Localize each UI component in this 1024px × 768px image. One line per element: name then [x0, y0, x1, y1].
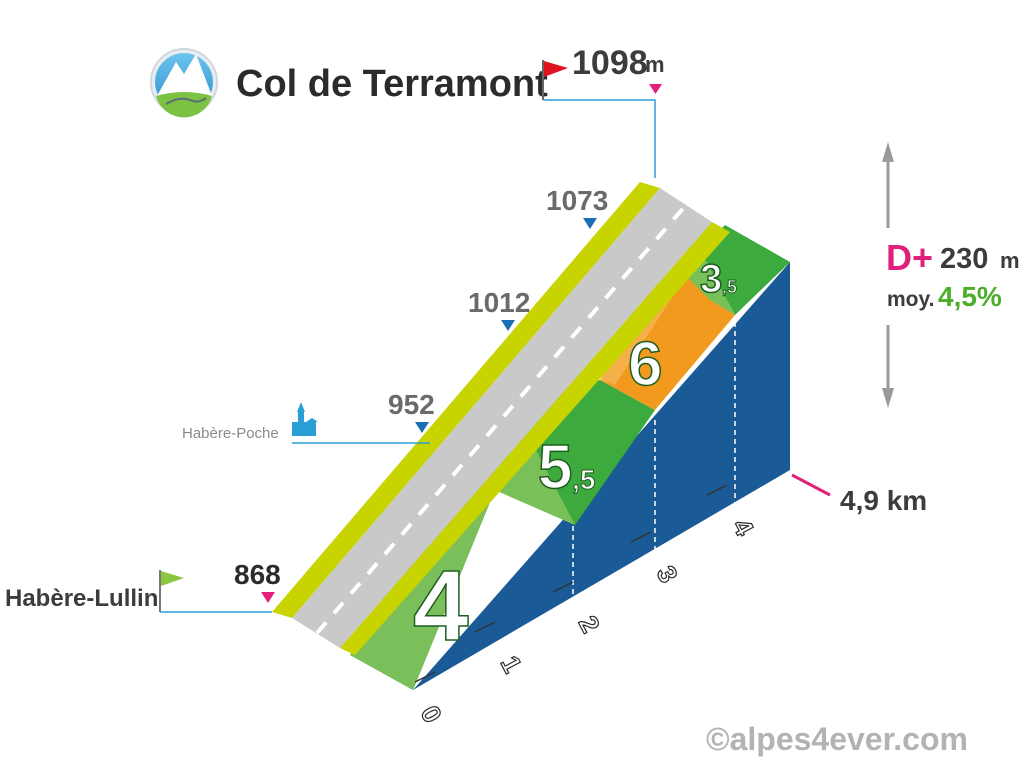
mountain-logo-icon: [150, 48, 218, 118]
km-tick-mark: [630, 531, 652, 543]
gain-unit: m: [1000, 248, 1020, 273]
grade-label: 3: [700, 257, 722, 301]
km-tick-mark: [552, 581, 574, 593]
grade-label-decimal: ,5: [722, 277, 737, 297]
grade-label: 4: [413, 550, 469, 662]
km-tick-mark: [474, 621, 496, 633]
summit-elevation-unit: m: [645, 52, 665, 77]
km-tick-label: 3: [651, 561, 684, 588]
road-centre-line: [315, 203, 688, 635]
road-edge-left: [272, 182, 660, 618]
km-tick-label: 4: [727, 514, 761, 541]
profile-body: [272, 182, 831, 690]
end-tick: [791, 473, 831, 497]
km-tick-mark: [706, 484, 728, 496]
start-place-label: Habère-Lullin: [5, 585, 158, 612]
elevation-marker-icon: [501, 320, 515, 331]
avg-value: 4,5%: [938, 281, 1002, 312]
elevation-marker-icon: [415, 422, 429, 433]
grade-label: 5: [538, 433, 572, 502]
elevation-label: 1012: [468, 287, 530, 318]
grade-face-3-5: [700, 225, 790, 315]
church-icon: [292, 402, 318, 436]
elevation-label: 952: [388, 389, 435, 420]
gain-value: 230: [940, 243, 988, 275]
climb-title: Col de Terramont: [236, 63, 548, 105]
summit-marker-icon: [649, 84, 662, 94]
km-tick-mark: [414, 671, 436, 683]
elevation-label: 1073: [546, 185, 608, 216]
km-tick-label: 1: [495, 651, 528, 678]
summit-elevation: 1098: [572, 44, 648, 82]
km-tick-label: 2: [573, 611, 606, 638]
elevation-gain-arrow-icon: [882, 142, 894, 408]
road-edge-right: [340, 222, 730, 655]
start-flag-icon: [159, 570, 184, 612]
summit-flag-icon: [542, 60, 568, 100]
elevation-label: 868: [234, 559, 281, 590]
road-surface: [292, 188, 712, 648]
grade-label-decimal: ,5: [572, 464, 595, 495]
summit-leader-line: [543, 99, 656, 178]
km-tick-label: 0: [415, 701, 448, 728]
village-place-label: Habère-Poche: [182, 425, 279, 442]
gain-label: D+: [886, 237, 933, 278]
elevation-marker-icon: [583, 218, 597, 229]
grade-label: 6: [628, 330, 662, 399]
elevation-marker-icon: [261, 592, 275, 603]
avg-label: moy.: [887, 288, 934, 311]
total-distance: 4,9 km: [840, 485, 927, 516]
copyright: ©alpes4ever.com: [706, 721, 968, 757]
